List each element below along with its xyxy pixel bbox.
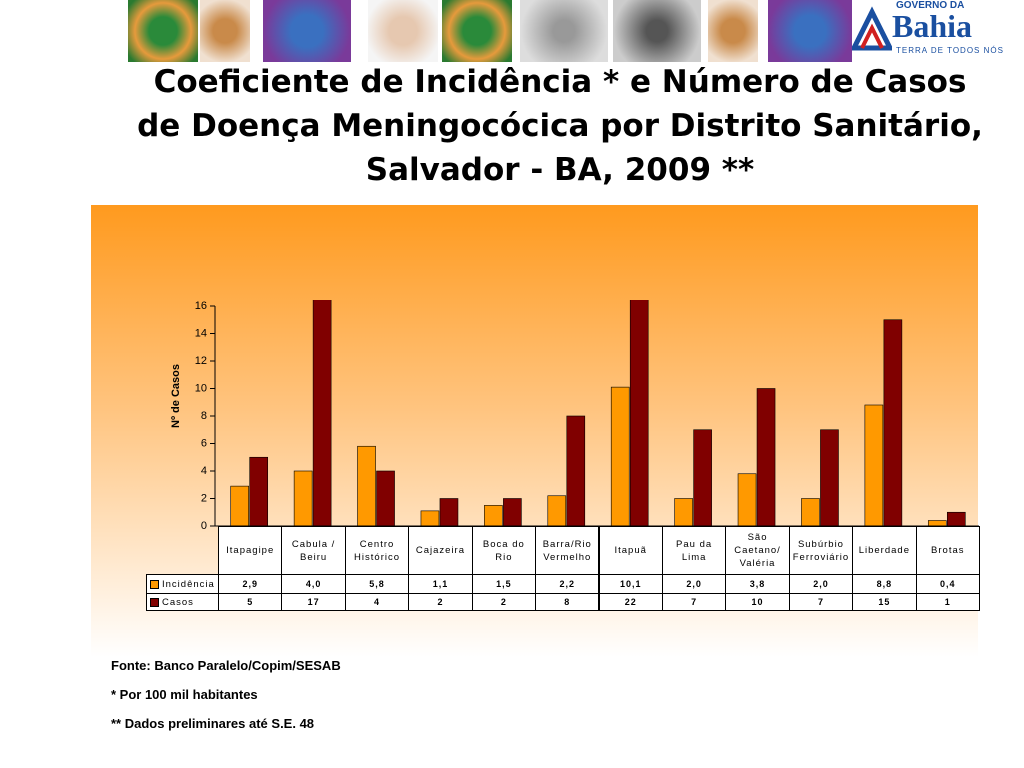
logo: GOVERNO DA Bahia TERRA DE TODOS NÓS [852, 0, 1012, 58]
y-tick-label: 14 [195, 327, 207, 339]
bar [357, 445, 376, 527]
x-tick-label: Cabula / Beiru [281, 526, 346, 575]
header-image [442, 0, 512, 62]
x-tick-label: Cajazeira [408, 526, 473, 575]
data-label: 2 [471, 593, 537, 611]
header-image [768, 0, 852, 62]
data-label: 3,8 [725, 574, 790, 594]
legend-entry: Incidência [146, 574, 219, 594]
logo-mark [852, 6, 892, 51]
data-label: 10,1 [598, 574, 663, 594]
bar [547, 495, 567, 527]
x-tick-label: Itapuã [598, 526, 663, 575]
header-image [200, 0, 250, 62]
legend-swatch [150, 597, 159, 607]
logo-tagline: TERRA DE TODOS NÓS [896, 46, 1004, 55]
logo-top: GOVERNO DA [896, 0, 965, 11]
bar [420, 510, 440, 527]
data-label: 2,9 [218, 574, 283, 594]
bar [864, 404, 884, 527]
header-image [128, 0, 198, 62]
bar [566, 415, 586, 527]
x-tick-label: Itapagipe [218, 526, 283, 575]
bar [439, 498, 459, 527]
y-tick-label: 12 [195, 355, 207, 367]
data-label: 15 [852, 593, 917, 611]
bar [737, 473, 757, 527]
x-tick-label: Pau da Lima [661, 526, 727, 575]
data-label: 0,4 [915, 574, 980, 594]
data-label: 5,8 [344, 574, 410, 594]
bar [629, 300, 649, 527]
bar [484, 505, 503, 527]
bar [312, 300, 332, 527]
x-tick-label: Subúrbio Ferroviário [788, 526, 854, 575]
x-tick-label: Boca do Rio [471, 526, 537, 575]
bar [293, 470, 313, 527]
data-label: 7 [661, 593, 727, 611]
bar [801, 498, 820, 527]
y-tick-label: 4 [201, 465, 207, 477]
bars [230, 300, 966, 527]
bar [249, 456, 269, 527]
x-tick-label: Barra/Rio Vermelho [535, 526, 600, 575]
y-tick-label: 8 [201, 410, 207, 422]
bar [756, 388, 776, 527]
note: Fonte: Banco Paralelo/Copim/SESAB [111, 658, 341, 673]
bar [610, 386, 630, 527]
x-tick-label: Brotas [915, 526, 980, 575]
x-tick-label: Centro Histórico [344, 526, 410, 575]
data-label: 10 [725, 593, 790, 611]
notes: Fonte: Banco Paralelo/Copim/SESAB * Por … [111, 656, 341, 743]
data-label: 8,8 [852, 574, 917, 594]
data-label: 2,0 [788, 574, 854, 594]
data-label: 5 [218, 593, 283, 611]
data-label: 22 [598, 593, 663, 611]
data-label: 7 [788, 593, 854, 611]
y-tick-label: 6 [201, 437, 207, 449]
header-image [613, 0, 701, 62]
bar [693, 429, 712, 527]
legend-swatch [150, 579, 159, 589]
header-image [708, 0, 758, 62]
logo-name: Bahia [892, 8, 973, 44]
header-image [368, 0, 438, 62]
data-label: 8 [535, 593, 600, 611]
data-label: 1 [915, 593, 980, 611]
x-tick-label: São Caetano/ Valéria [725, 526, 790, 575]
y-axis-label: Nº de Casos [170, 364, 182, 428]
y-tick-label: 2 [201, 492, 207, 504]
y-tick-label: 0 [201, 520, 207, 532]
legend-label: Casos [162, 596, 194, 608]
y-tick-label: 16 [195, 300, 207, 312]
data-label: 2,2 [535, 574, 600, 594]
x-tick-label: Liberdade [852, 526, 917, 575]
bar [883, 319, 903, 527]
note: * Por 100 mil habitantes [111, 687, 258, 702]
data-label: 4,0 [281, 574, 346, 594]
bar [674, 498, 693, 527]
bar [230, 485, 250, 527]
data-label: 1,1 [408, 574, 473, 594]
note: ** Dados preliminares até S.E. 48 [111, 716, 315, 731]
chart-title: Coeficiente de Incidência * e Número de … [137, 64, 983, 188]
legend-entry: Casos [146, 593, 219, 611]
data-label: 1,5 [471, 574, 537, 594]
legend-label: Incidência [162, 578, 215, 590]
data-label: 4 [344, 593, 410, 611]
bar [376, 470, 395, 527]
data-label: 2 [408, 593, 473, 611]
y-tick-label: 10 [195, 382, 207, 394]
bar [946, 511, 966, 527]
bar [503, 498, 522, 527]
header-image [520, 0, 608, 62]
bar [820, 429, 839, 527]
data-label: 2,0 [661, 574, 727, 594]
header-image [263, 0, 351, 62]
data-label: 17 [281, 593, 346, 611]
